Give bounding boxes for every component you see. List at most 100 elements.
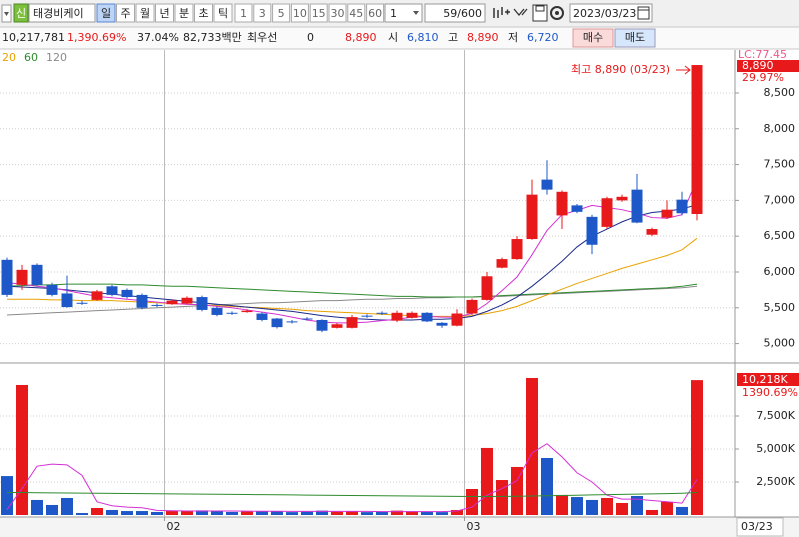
volume: 10,217,781 [2,31,65,44]
legend-entry: 60 [24,51,38,64]
interval-button[interactable] [347,3,366,23]
interval-label: 5 [278,7,285,20]
interval-label: 3 [259,7,266,20]
badge [13,3,29,23]
candle-body [691,65,703,214]
period-button[interactable] [135,3,155,23]
volume-bar [466,488,478,515]
volume-bar [541,457,553,515]
annotation: 최고 8,890 (03/23) [571,63,670,76]
y-tick-label: 8,500 [764,86,796,99]
volume-bar [76,513,88,515]
badge-text: 신 [16,7,26,20]
volume-bar [241,511,253,515]
multiplier: 1 [390,7,397,20]
sell-button[interactable] [614,28,656,48]
period-label: 주 [120,7,130,20]
x-tick-label: 03 [467,520,481,533]
stock-name: 태경비케이 [33,7,84,20]
candle-body [196,297,208,310]
volume-tick-label: 2,500K [756,475,795,488]
date-box [736,517,784,537]
high-label: 고 [448,31,458,44]
candle-body [346,317,358,328]
period-button[interactable] [174,3,194,23]
low-price: 6,720 [527,31,559,44]
last-price-box [737,60,799,72]
y-tick-label: 5,500 [764,301,796,314]
y-tick-label: 7,500 [764,158,796,171]
low-label: 저 [508,31,518,44]
volume-bar [481,447,493,515]
candle-body [391,312,403,321]
volume-bar [526,377,538,515]
interval-button[interactable] [309,3,328,23]
x-tick-label: 02 [167,520,181,533]
count-input[interactable] [424,3,486,23]
volume-bar [91,508,103,515]
last-volume-box [737,373,799,386]
volume-bar [271,511,283,515]
candle-body [511,239,523,260]
candle-body [271,318,283,328]
volume-bar [496,480,508,515]
volume-bar [586,499,598,515]
buy-button[interactable] [572,28,614,48]
volume-bar [196,510,208,515]
moving-average [7,237,698,317]
legend-entry: 120 [46,51,67,64]
volume-ratio-label: 1390.69% [742,386,798,399]
volume-bar [331,511,343,515]
icon [493,7,510,18]
high-price: 8,890 [467,31,499,44]
interval-label: 15 [312,7,326,20]
volume-bar [361,512,373,515]
candle-body [541,179,553,190]
calendar-icon[interactable] [637,6,650,20]
period-buttons: 일 주 월 년 분 초 틱 1 3 5 10 15 30 45 60 [96,3,385,23]
period-button[interactable] [96,3,116,23]
candle-body [466,299,478,314]
interval-label: 30 [331,7,345,20]
legend-entry: 20 [2,51,16,64]
candle-body [526,194,538,240]
volume-bar [31,499,43,515]
candle-body [331,324,343,328]
volume-bar [691,380,703,515]
volume-bar [421,511,433,515]
open-label: 시 [388,31,398,44]
interval-button[interactable] [234,3,253,23]
settings-icon[interactable] [550,6,564,20]
interval-button[interactable] [328,3,347,23]
period-button[interactable] [213,3,233,23]
volume-bar [226,511,238,515]
interval-button[interactable] [272,3,291,23]
multiplier-select[interactable] [384,3,423,23]
interval-button[interactable] [366,3,385,23]
date: 2023/03/23 [573,7,636,20]
interval-button[interactable] [290,3,309,23]
candle-body [571,205,583,212]
period-button[interactable] [194,3,213,23]
y-tick-label: 7,000 [764,193,796,206]
stock-name-input[interactable] [28,3,96,23]
interval-button[interactable] [253,3,272,23]
volume-bar [121,511,133,515]
volume-bar [256,511,268,515]
volume-bar [61,497,73,515]
period-button[interactable] [155,3,174,23]
candle-body [61,293,73,308]
candle-body [376,312,388,314]
period-button[interactable] [116,3,135,23]
icon-button[interactable] [491,4,509,22]
period-label: 일 [101,6,111,20]
date-input[interactable] [569,3,653,23]
icon-button[interactable] [532,4,548,22]
current-price: 8,890 [345,31,377,44]
volume-bar [376,511,388,515]
icon [513,8,528,17]
volume-bar [451,509,463,515]
interval-label: 45 [349,7,363,20]
